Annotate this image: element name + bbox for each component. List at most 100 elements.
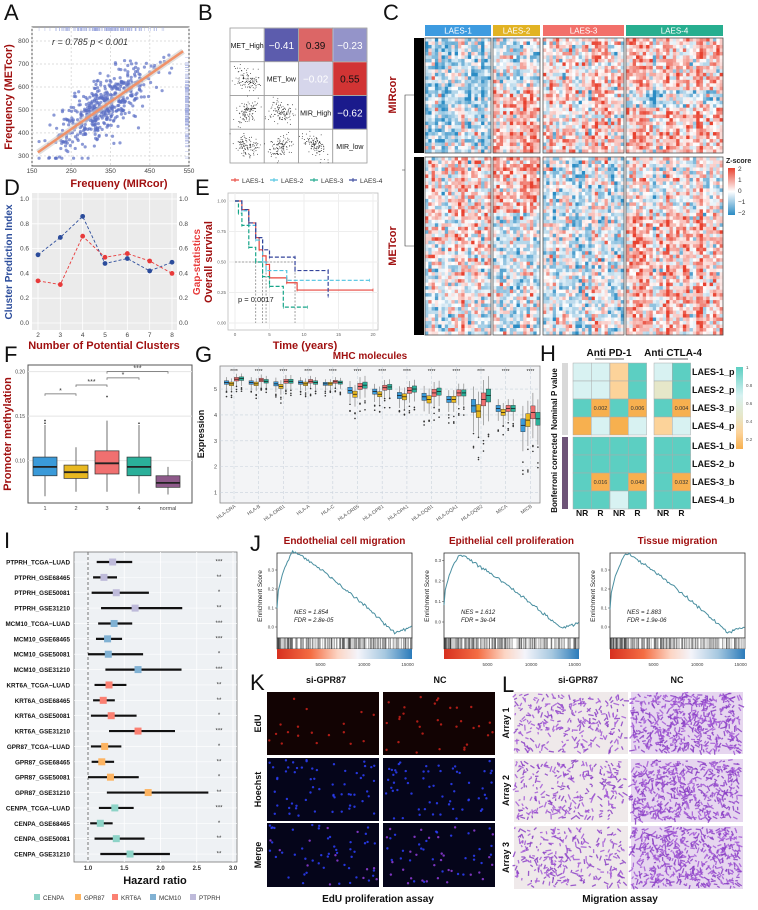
heatmap-cell <box>529 254 534 259</box>
heatmap-cell <box>513 58 517 63</box>
heatmap-cell <box>536 240 541 245</box>
scatter-dot <box>319 162 321 164</box>
heatmap-cell <box>536 174 541 179</box>
heatmap-cell <box>444 216 449 221</box>
heatmap-cell <box>461 139 465 143</box>
heatmap-cell <box>499 132 504 136</box>
heatmap-cell <box>448 324 452 329</box>
heatmap-cell <box>533 282 537 287</box>
heatmap-cell <box>487 279 492 283</box>
heatmap-cell <box>484 188 488 193</box>
scatter-dot <box>239 144 241 146</box>
heatmap-cell <box>503 289 507 294</box>
heatmap-cell <box>451 240 455 245</box>
heatmap-cell <box>474 65 479 70</box>
scatter-dot <box>288 116 290 118</box>
heatmap-cell <box>461 286 465 290</box>
heatmap-cell <box>451 128 455 133</box>
scatter-dot <box>246 117 248 119</box>
heatmap-cell <box>516 38 521 42</box>
heatmap-cell <box>428 135 432 140</box>
scatter-dot <box>250 109 252 111</box>
heatmap-cell <box>431 226 436 231</box>
heatmap-cell <box>461 72 465 77</box>
heatmap-cell <box>434 282 439 287</box>
scatter-dot <box>317 143 319 145</box>
scatter-dot <box>315 155 317 156</box>
heatmap-cell <box>536 268 541 273</box>
variable-label: MET_High <box>231 43 264 50</box>
data-point <box>98 71 102 75</box>
heatmap-cell <box>499 51 504 56</box>
heatmap-cell <box>428 258 432 263</box>
heatmap-cell <box>493 167 497 172</box>
heatmap-cell <box>454 216 459 221</box>
heatmap-cell <box>526 275 531 280</box>
heatmap-cell <box>471 44 475 49</box>
heatmap-cell <box>516 195 521 200</box>
heatmap-cell <box>523 282 527 287</box>
heatmap-cell <box>536 184 541 189</box>
heatmap-cell <box>533 202 537 207</box>
heatmap-cell <box>441 272 446 276</box>
heatmap-cell <box>434 212 439 217</box>
heatmap-cell <box>484 160 488 165</box>
heatmap-cell <box>441 83 446 88</box>
heatmap-cell <box>471 107 475 112</box>
heatmap-cell <box>506 261 511 266</box>
heatmap-cell <box>461 41 465 46</box>
heatmap-cell <box>516 76 521 81</box>
heatmap-cell <box>509 146 514 150</box>
heatmap-cell <box>585 90 589 95</box>
heatmap-cell <box>536 149 541 154</box>
scatter-dot <box>243 144 245 146</box>
heatmap-cell <box>467 223 472 228</box>
heatmap-cell <box>611 111 615 115</box>
heatmap-cell <box>467 58 472 63</box>
heatmap-cell <box>425 310 429 315</box>
heatmap-cell <box>431 296 436 301</box>
heatmap-cell <box>572 44 576 49</box>
data-point <box>81 132 85 137</box>
heatmap-cell <box>509 170 514 175</box>
heatmap-cell <box>451 167 455 172</box>
heatmap-cell <box>536 296 541 301</box>
scatter-dot <box>274 153 276 155</box>
heatmap-cell <box>444 191 449 196</box>
heatmap-cell <box>549 76 554 81</box>
heatmap-cell <box>543 107 547 112</box>
data-point <box>107 109 111 113</box>
heatmap-cell <box>451 191 455 196</box>
heatmap-cell <box>444 324 449 329</box>
heatmap-cell <box>588 48 592 53</box>
heatmap-cell <box>516 202 521 207</box>
heatmap-cell <box>461 146 465 150</box>
heatmap-cell <box>484 251 488 256</box>
heatmap-cell <box>461 328 465 332</box>
heatmap-cell <box>523 265 527 269</box>
scatter-dot <box>253 106 254 108</box>
scatter-dot <box>264 116 266 118</box>
heatmap-cell <box>458 149 462 154</box>
heatmap-cell <box>516 205 521 210</box>
heatmap-cell <box>438 72 442 77</box>
data-point <box>117 67 121 71</box>
heatmap-cell <box>448 157 452 161</box>
heatmap-cell <box>448 90 452 95</box>
heatmap-cell <box>543 51 547 56</box>
heatmap-cell <box>431 195 436 200</box>
heatmap-cell <box>506 317 511 322</box>
heatmap-cell <box>474 97 479 102</box>
heatmap-cell <box>513 310 517 315</box>
heatmap-cell <box>588 51 592 56</box>
heatmap-cell <box>444 51 449 56</box>
heatmap-cell <box>496 97 501 102</box>
heatmap-cell <box>496 157 501 161</box>
heatmap-cell <box>499 111 504 115</box>
scatter-dot <box>242 77 244 79</box>
scatter-dot <box>255 86 257 88</box>
heatmap-cell <box>464 146 469 150</box>
heatmap-cell <box>451 275 455 280</box>
heatmap-cell <box>529 79 534 84</box>
scatter-dot <box>319 140 320 142</box>
